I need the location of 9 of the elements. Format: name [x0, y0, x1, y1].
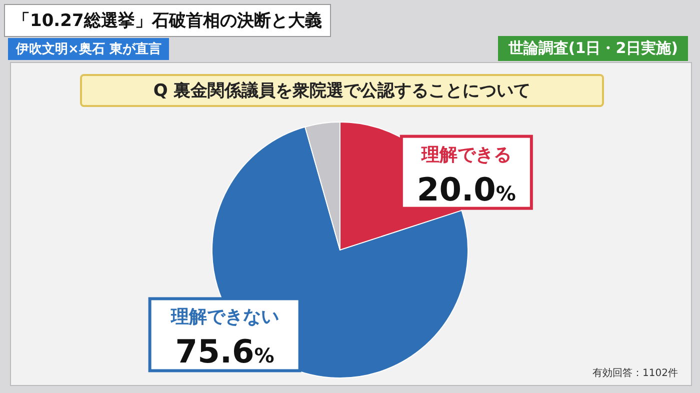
slice-label: 理解できない [170, 306, 279, 328]
chart-subtitle: Q 裏金関係議員を衆院選で公認することについて [80, 74, 604, 107]
text: 伊吹文明×奥石 東が直言 [8, 38, 170, 60]
text: 世論調査(1日・2日実施) [498, 36, 688, 61]
data-label: 20.0% [416, 170, 516, 208]
chart-title: 「10.27総選挙」石破首相の決断と大義 [4, 4, 331, 37]
text: 有効回答：1102件 [592, 366, 678, 380]
slice-label: 理解できる [420, 144, 512, 166]
data-label: 75.6% [175, 332, 274, 371]
